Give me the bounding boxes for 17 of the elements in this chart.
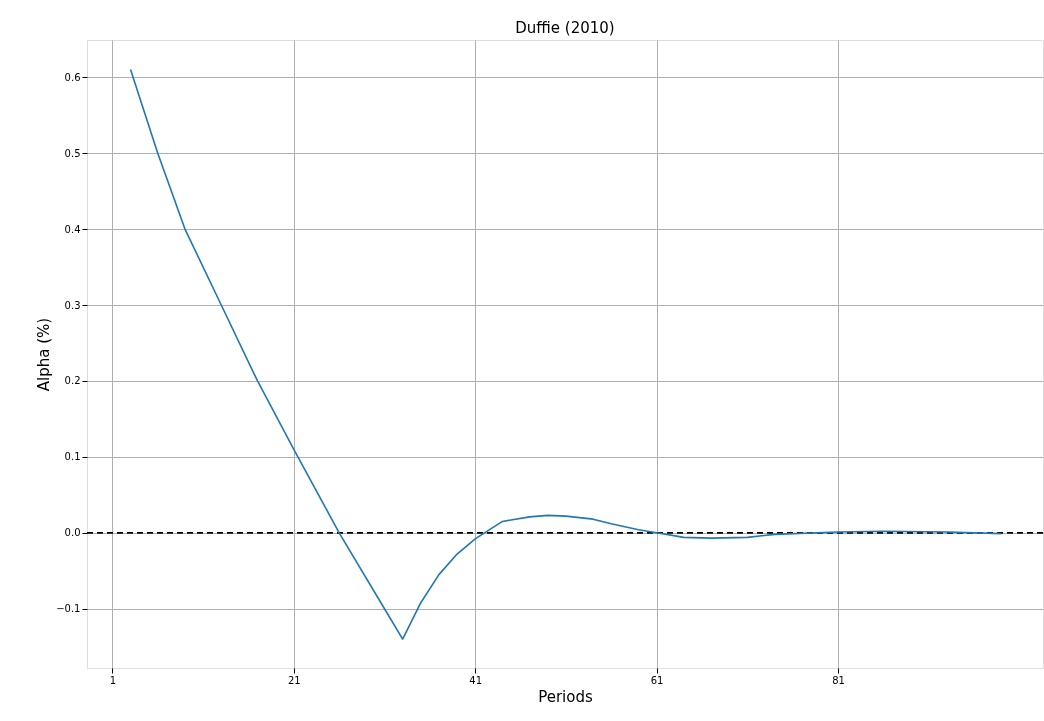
line-series	[129, 68, 1003, 640]
y-tick-label: 0.4	[64, 223, 81, 235]
y-tick-label: 0.0	[64, 527, 81, 539]
x-tick-label: 61	[650, 674, 664, 686]
y-tick-label: 0.6	[64, 71, 81, 83]
x-tick-label: 41	[469, 674, 483, 686]
x-axis-title: Periods	[538, 687, 593, 706]
y-tick-label: 0.2	[64, 375, 81, 387]
y-tick-label: −0.1	[56, 603, 81, 615]
x-tick-label: 81	[832, 674, 845, 686]
y-tick-label: 0.5	[64, 147, 81, 159]
y-tick-label: 0.1	[64, 451, 81, 463]
x-tick-label: 1	[109, 674, 117, 686]
y-axis-title: Alpha (%)	[35, 317, 54, 392]
y-tick-label: 0.3	[64, 299, 81, 311]
x-tick-label: 21	[287, 674, 301, 686]
chart-title: Duffie (2010)	[515, 19, 615, 37]
